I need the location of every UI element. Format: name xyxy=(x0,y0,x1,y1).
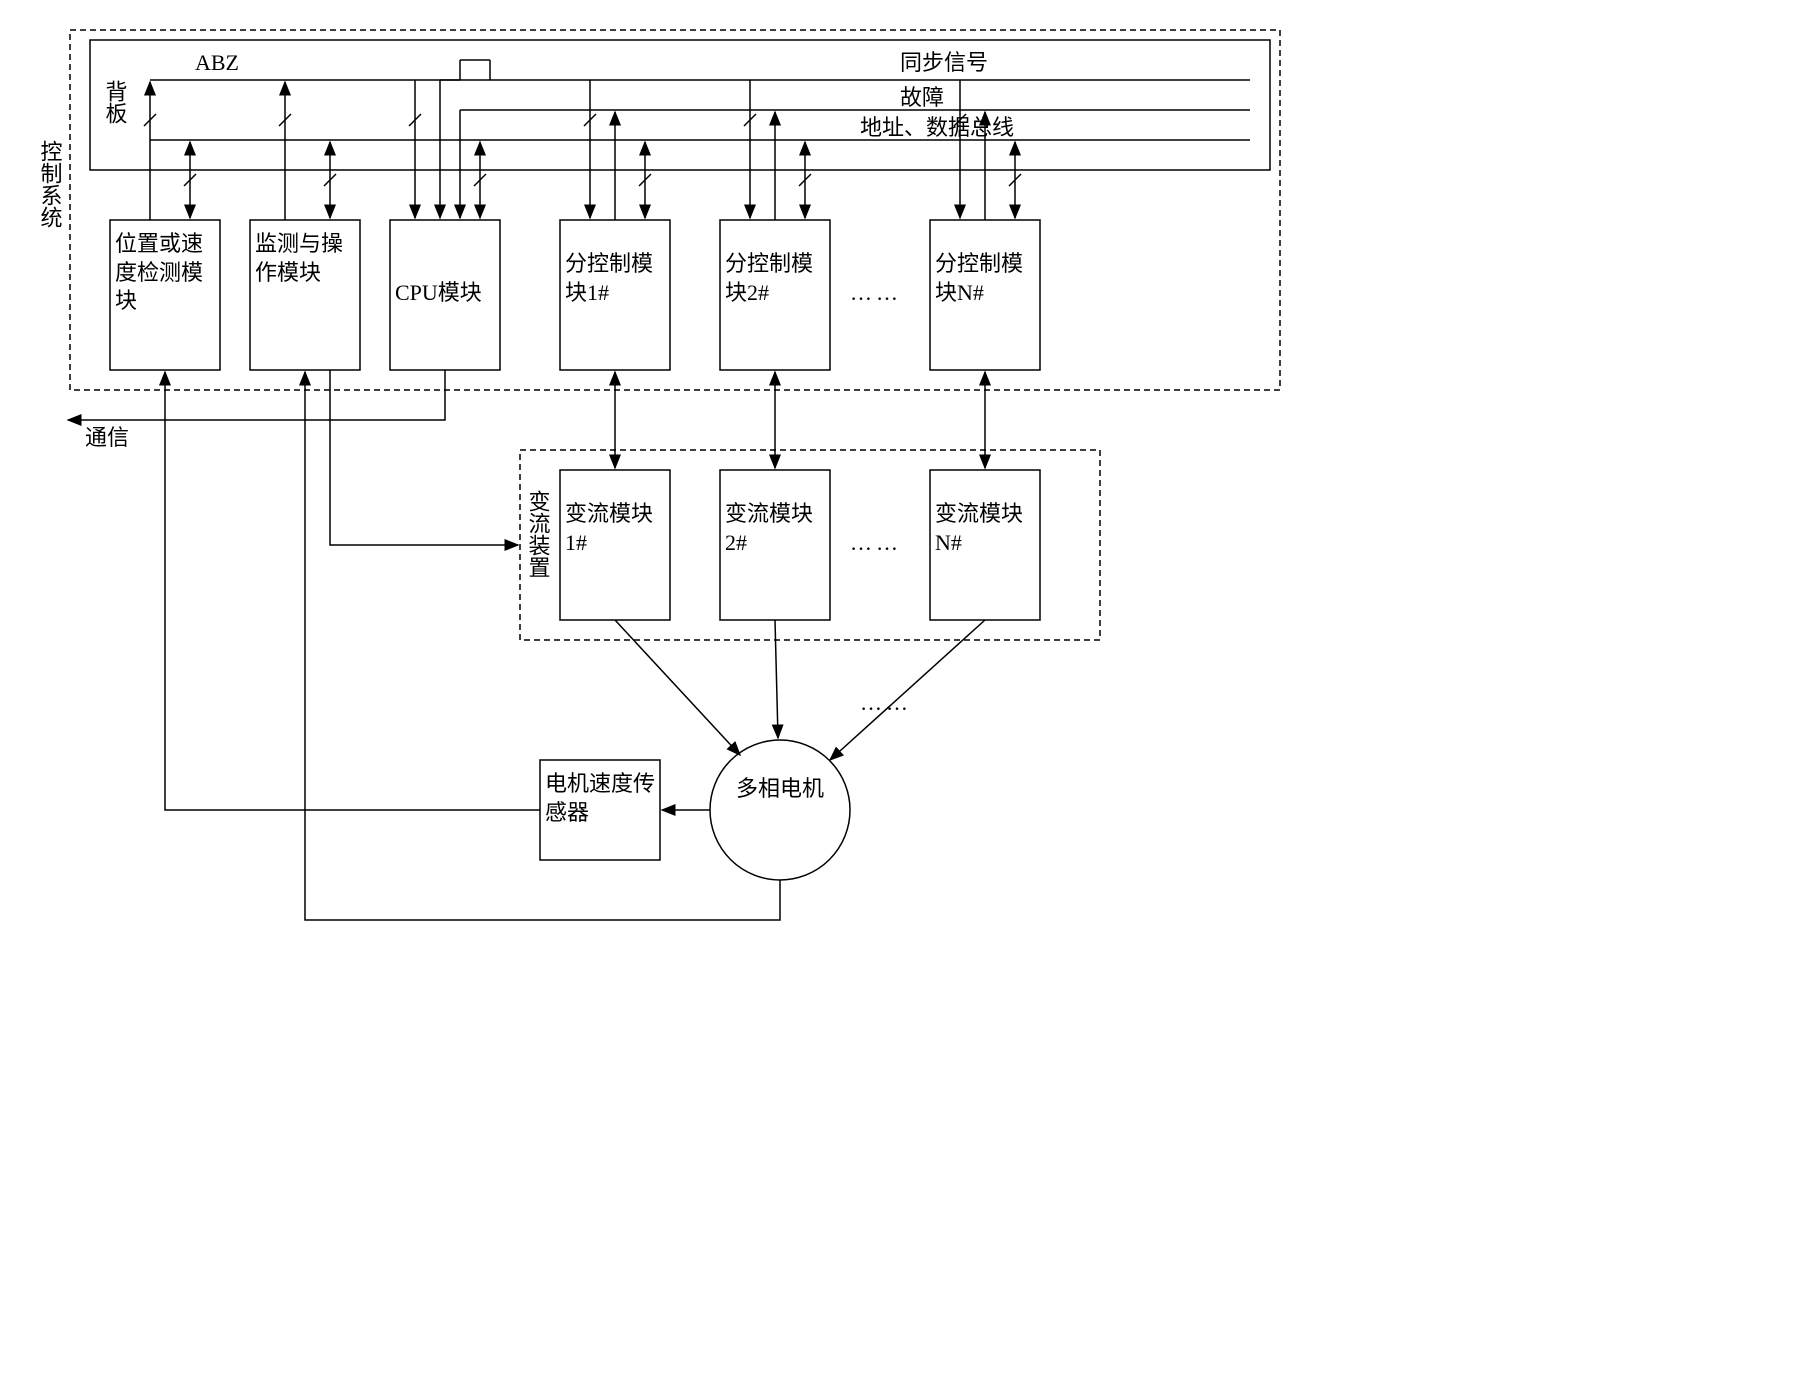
converter-device-label: 变流装置 xyxy=(526,490,551,578)
conv2-label: 变流模块2# xyxy=(725,500,825,557)
bus-abz-label: ABZ xyxy=(195,50,239,75)
motor-label: 多相电机 xyxy=(735,775,825,804)
backplane-label: 背板 xyxy=(103,80,128,124)
monitor-label: 监测与操作模块 xyxy=(255,230,355,287)
speed-sensor-label: 电机速度传感器 xyxy=(545,770,655,827)
bus-fault-label: 故障 xyxy=(900,85,944,110)
sub2-label: 分控制模块2# xyxy=(725,250,825,307)
conv1-label: 变流模块1# xyxy=(565,500,665,557)
edge-sensor-posspeed xyxy=(165,372,540,810)
backplane-box xyxy=(90,40,1270,170)
bus-addr-data-label: 地址、数据总线 xyxy=(860,115,1014,140)
cpu-label: CPU模块 xyxy=(395,275,495,307)
subN-label: 分控制模块N# xyxy=(935,250,1035,307)
edge-conv2-motor xyxy=(775,620,778,738)
sub1-label: 分控制模块1# xyxy=(565,250,665,307)
motor-dots: …… xyxy=(860,690,912,715)
control-dots: …… xyxy=(850,280,902,305)
pos-speed-label: 位置或速度检测模块 xyxy=(115,230,215,316)
edge-monitor-converter xyxy=(330,370,518,545)
comm-label: 通信 xyxy=(85,425,129,450)
control-system-diagram: 控制系统 背板 ABZ 同步信号 故障 地址、数据总线 位置或速度检测模块 监测… xyxy=(20,20,1300,1000)
control-modules-row: 位置或速度检测模块 监测与操作模块 CPU模块 分控制模块1# 分控制模块2# … xyxy=(110,220,1040,370)
convN-label: 变流模块N# xyxy=(935,500,1035,557)
converter-dots: …… xyxy=(850,530,902,555)
bus-sync-label: 同步信号 xyxy=(900,50,988,75)
control-system-label: 控制系统 xyxy=(38,140,63,228)
edge-cpu-comm xyxy=(68,370,445,420)
